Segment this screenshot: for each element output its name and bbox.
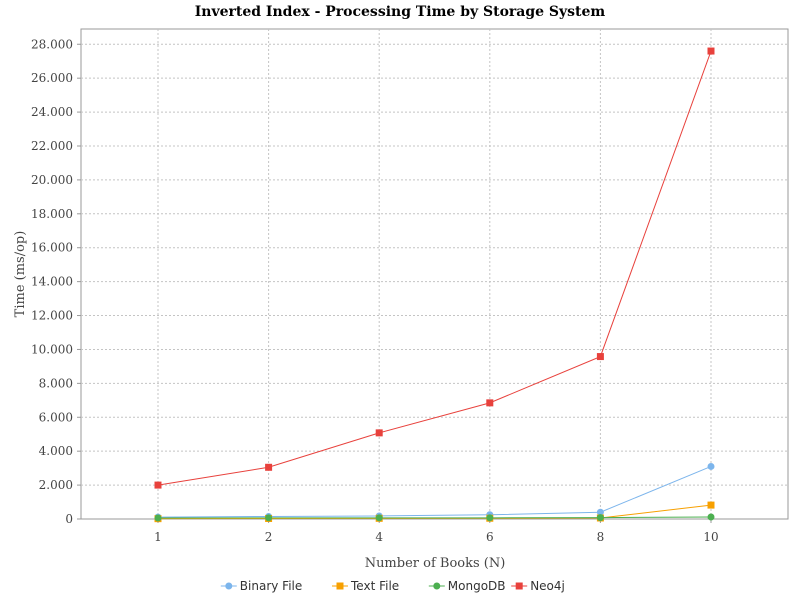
data-point xyxy=(486,514,494,522)
x-tick-label: 10 xyxy=(703,530,718,544)
data-point xyxy=(154,514,162,522)
y-tick-label: 10.000 xyxy=(31,342,73,356)
grid xyxy=(81,29,788,519)
legend-item-text-file: Text File xyxy=(332,579,399,593)
chart-title: Inverted Index - Processing Time by Stor… xyxy=(195,4,606,20)
y-tick-label: 14.000 xyxy=(31,275,73,289)
data-point xyxy=(596,353,604,361)
legend-item-binary-file: Binary File xyxy=(220,579,302,593)
y-tick-label: 24.000 xyxy=(31,105,73,119)
x-tick-label: 8 xyxy=(597,530,605,544)
legend-label: Neo4j xyxy=(530,579,565,593)
series-mongodb xyxy=(154,513,715,522)
data-point xyxy=(265,463,273,471)
x-tick-label: 6 xyxy=(486,530,494,544)
data-point xyxy=(486,399,494,407)
x-tick-label: 1 xyxy=(154,530,162,544)
legend-label: MongoDB xyxy=(448,579,506,593)
axes: 0 2.000 4.000 6.000 8.000 10.000 12.000 14.000 1… xyxy=(31,37,719,544)
series-neo4j xyxy=(154,47,715,489)
y-tick-label: 26.000 xyxy=(31,71,73,85)
data-point xyxy=(596,508,604,516)
data-point xyxy=(596,514,604,522)
y-tick-label: 2.000 xyxy=(39,478,73,492)
y-tick-label: 12.000 xyxy=(31,309,73,323)
y-tick-label: 28.000 xyxy=(31,37,73,51)
legend-marker xyxy=(225,582,233,590)
legend-label: Text File xyxy=(350,579,399,593)
legend-item-mongodb: MongoDB xyxy=(428,579,506,593)
series-line-binary-file xyxy=(157,465,712,518)
data-point xyxy=(707,47,715,55)
series-line-mongodb xyxy=(157,516,712,519)
plot-area xyxy=(80,28,789,520)
data-point xyxy=(707,501,715,509)
data-point xyxy=(375,429,383,437)
data-point xyxy=(154,481,162,489)
y-tick-label: 8.000 xyxy=(39,376,73,390)
x-tick-label: 2 xyxy=(265,530,273,544)
x-tick-label: 4 xyxy=(375,530,383,544)
y-axis-label: Time (ms/op) xyxy=(13,231,28,318)
series-group xyxy=(154,47,715,523)
y-tick-label: 4.000 xyxy=(39,444,73,458)
legend-marker xyxy=(336,582,344,590)
y-tick-label: 16.000 xyxy=(31,241,73,255)
series-line-neo4j xyxy=(157,50,712,486)
legend-marker xyxy=(515,582,523,590)
data-point xyxy=(707,513,715,521)
data-point xyxy=(265,514,273,522)
y-tick-label: 0 xyxy=(65,512,73,526)
y-tick-label: 18.000 xyxy=(31,207,73,221)
y-tick-label: 20.000 xyxy=(31,173,73,187)
legend-item-neo4j: Neo4j xyxy=(511,579,565,593)
x-axis-label: Number of Books (N) xyxy=(365,556,506,571)
data-point xyxy=(375,514,383,522)
legend-label: Binary File xyxy=(240,579,302,593)
legend: Binary File Text File MongoDB Neo4j xyxy=(220,579,565,593)
data-point xyxy=(707,462,715,470)
y-tick-label: 22.000 xyxy=(31,139,73,153)
y-tick-label: 6.000 xyxy=(39,410,73,424)
legend-marker xyxy=(433,582,441,590)
